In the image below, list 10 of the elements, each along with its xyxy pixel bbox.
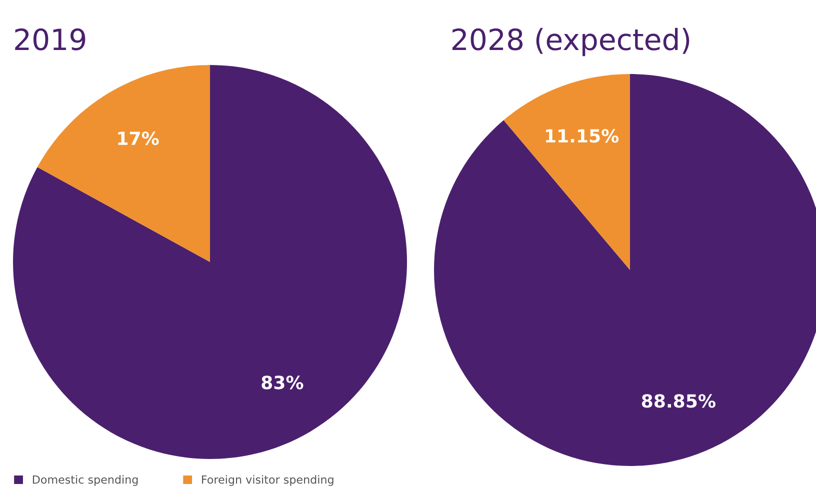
data-label: 17%: [118, 131, 159, 146]
data-label: 11.15%: [546, 129, 619, 143]
chart-title: 2028 (expected): [452, 28, 690, 56]
chart-title: 2019: [15, 28, 86, 50]
data-label: 88.85%: [642, 394, 716, 408]
legend-label: Domestic spending: [32, 475, 138, 486]
data-label: 83%: [262, 376, 304, 390]
legend-label: Foreign visitor spending: [202, 475, 334, 486]
pie-slice: [13, 65, 407, 459]
pie-slice: [37, 65, 210, 262]
